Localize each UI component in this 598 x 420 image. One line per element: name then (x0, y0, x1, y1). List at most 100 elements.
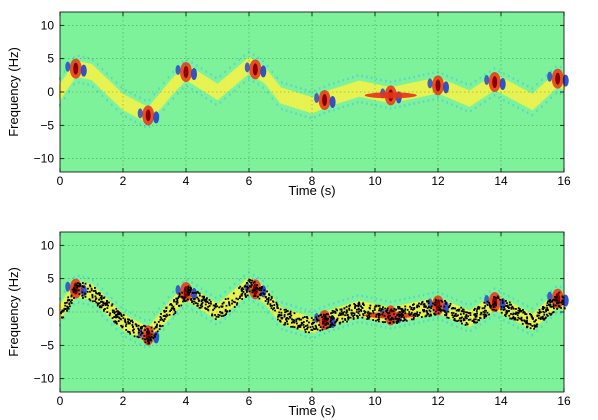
heat-cell (359, 301, 363, 317)
ridge-point (506, 310, 509, 313)
ridge-point (410, 318, 413, 321)
ridge-point (382, 311, 385, 314)
y-tick-label: 10 (41, 238, 55, 252)
heat-cell (498, 96, 501, 99)
heat-cell (550, 296, 553, 313)
ridge-point (176, 301, 179, 304)
x-tick-label: 0 (57, 394, 64, 408)
heat-cell (451, 103, 453, 106)
heat-cell (314, 309, 316, 312)
ridge-point (106, 299, 108, 302)
heat-cell (115, 328, 118, 331)
heat-cell (222, 78, 225, 95)
heat-cell (162, 88, 166, 105)
heat-cell (103, 76, 106, 92)
ridge-point (301, 322, 304, 325)
ridge-point (253, 280, 256, 283)
ridge-point (254, 295, 257, 297)
ridge-point (342, 311, 345, 314)
heat-cell (340, 86, 344, 103)
ridge-point (526, 316, 528, 319)
heat-cell (276, 103, 278, 106)
heat-cell (427, 292, 430, 296)
heat-cell (427, 72, 430, 76)
heat-cell (199, 73, 202, 89)
ridge-point (198, 294, 201, 297)
ridge-point (397, 307, 400, 310)
heat-cell (479, 76, 482, 80)
ridge-point (478, 306, 481, 309)
heat-cell (82, 275, 85, 279)
ridge-point (153, 321, 156, 324)
heat-cell (506, 300, 509, 317)
ridge-point (266, 302, 269, 305)
ridge-point (516, 311, 519, 314)
heat-cell (477, 304, 481, 321)
heat-cell (129, 338, 132, 341)
ridge-point (141, 332, 144, 335)
ridge-point (310, 317, 313, 319)
ridge-point (189, 286, 192, 289)
ridge-point (284, 321, 287, 324)
heat-cell (333, 88, 336, 105)
ridge-point (81, 285, 84, 288)
heat-coldspot (153, 331, 160, 344)
heat-cell (216, 84, 219, 100)
heat-cell (144, 99, 146, 102)
heat-cell (351, 296, 354, 299)
heat-cell (375, 297, 378, 301)
heat-cell (356, 101, 359, 104)
ridge-point (386, 311, 388, 314)
ridge-point (410, 313, 412, 316)
heat-cell (172, 297, 175, 314)
ridge-point (475, 310, 478, 312)
heat-cell (125, 95, 128, 112)
ridge-point (543, 306, 546, 309)
ridge-point (495, 309, 497, 312)
heat-cell (200, 314, 203, 317)
ridge-point (447, 316, 450, 319)
heat-cell (210, 300, 213, 316)
ridge-point (285, 308, 287, 311)
ridge-point (332, 323, 334, 326)
ridge-point (92, 290, 95, 292)
heat-cell (474, 79, 477, 83)
ridge-point (197, 300, 200, 302)
ridge-point (424, 315, 427, 318)
heat-cell (158, 334, 160, 337)
ridge-point (258, 287, 261, 289)
ridge-point (381, 321, 384, 324)
ridge-point (306, 328, 309, 330)
heat-cell (488, 317, 491, 320)
heat-cell (211, 81, 214, 97)
heat-cell (377, 304, 380, 321)
heat-cell (540, 105, 543, 108)
ridge-point (486, 300, 489, 303)
heat-cell (218, 82, 221, 99)
heat-cell (296, 312, 300, 329)
ridge-point (395, 320, 398, 323)
ridge-point (384, 318, 387, 320)
heat-cell (370, 296, 373, 300)
ridge-point (503, 306, 505, 309)
ridge-point (217, 313, 220, 316)
heat-cell (309, 316, 312, 333)
ridge-point (82, 282, 84, 284)
heat-cell (353, 302, 356, 319)
ridge-point (309, 326, 312, 329)
ridge-point (393, 308, 396, 310)
heat-cell (63, 290, 66, 293)
ridge-point (480, 311, 483, 314)
ridge-point (415, 312, 418, 315)
ridge-point (300, 318, 303, 321)
ridge-point (181, 296, 184, 299)
heat-cell (270, 75, 273, 92)
ridge-point (209, 300, 212, 303)
heat-cell (120, 305, 123, 309)
heat-cell (437, 97, 439, 100)
ridge-point (290, 321, 293, 324)
ridge-point (306, 317, 309, 320)
heat-cell (545, 74, 548, 77)
ridge-point (530, 315, 533, 318)
y-tick-label: 0 (47, 85, 54, 99)
